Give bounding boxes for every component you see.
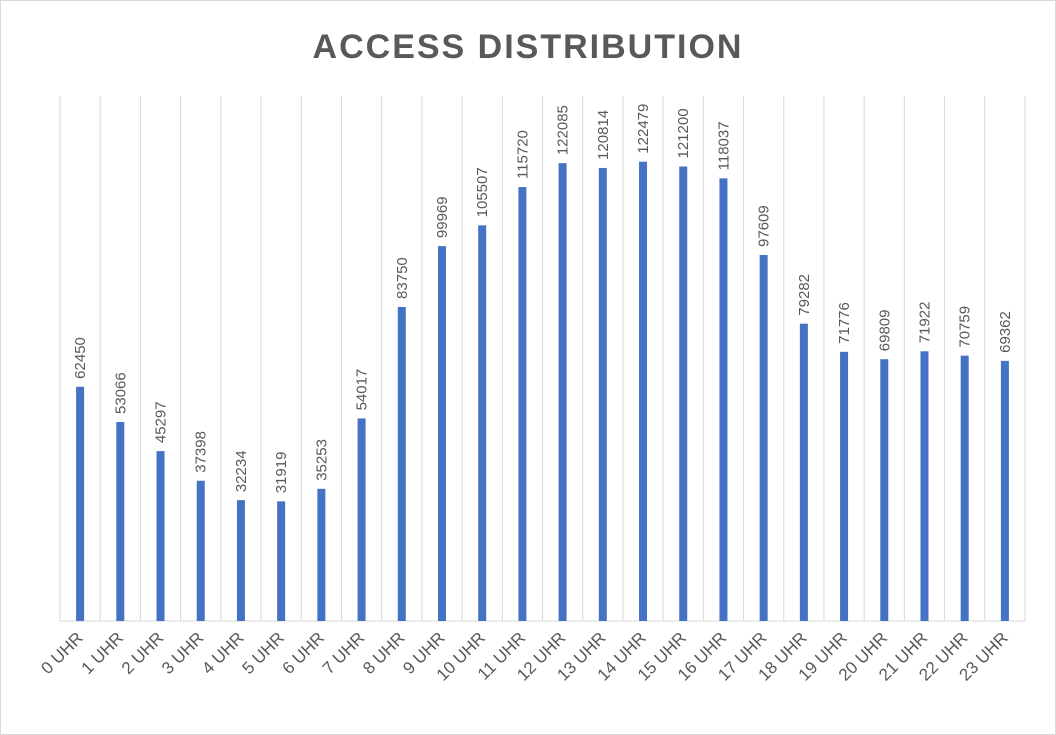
bar (196, 480, 205, 621)
bar (799, 323, 808, 621)
bar (317, 488, 326, 621)
bar (1000, 360, 1009, 621)
data-label: 69809 (876, 309, 893, 351)
data-label: 71922 (916, 302, 933, 344)
data-label: 53066 (112, 372, 129, 414)
bar (357, 418, 366, 621)
data-label: 122085 (555, 105, 572, 155)
data-label: 118037 (715, 121, 732, 170)
data-label: 122479 (635, 104, 652, 154)
data-label: 35253 (313, 439, 330, 481)
bar (277, 501, 286, 621)
bar (598, 167, 607, 621)
x-tick-label: 7 UHR (319, 628, 369, 678)
bar (719, 178, 728, 621)
data-label: 79282 (796, 274, 813, 316)
bar (840, 351, 849, 621)
data-label: 120814 (595, 110, 612, 160)
data-label: 70759 (957, 306, 974, 348)
x-tick-label: 3 UHR (158, 628, 208, 678)
data-label: 32234 (233, 450, 250, 492)
bar (639, 161, 648, 622)
bar (679, 166, 688, 621)
x-tick-label: 4 UHR (198, 628, 248, 678)
data-label: 37398 (193, 431, 210, 473)
data-label: 45297 (153, 401, 170, 443)
bar (759, 254, 768, 621)
x-tick-label: 6 UHR (279, 628, 329, 678)
bar (437, 246, 446, 621)
data-label: 99969 (434, 196, 451, 238)
data-label: 97609 (756, 205, 773, 247)
bar (478, 225, 487, 621)
chart-title: ACCESS DISTRIBUTION (312, 28, 744, 66)
data-label: 105507 (474, 167, 491, 217)
bar (156, 451, 165, 621)
bar (558, 163, 567, 621)
bar (397, 306, 406, 621)
bar (518, 187, 527, 622)
x-tick-label: 2 UHR (118, 628, 168, 678)
data-label: 115720 (514, 130, 531, 179)
data-label: 54017 (354, 369, 371, 411)
data-label: 121200 (675, 108, 692, 158)
data-label: 69362 (997, 311, 1014, 353)
bar (880, 359, 889, 621)
data-label: 71776 (836, 302, 853, 344)
bar (236, 500, 245, 621)
bar (76, 386, 85, 621)
bar (116, 422, 125, 621)
data-label: 83750 (394, 257, 411, 299)
bar (920, 351, 929, 621)
x-tick-label: 8 UHR (359, 628, 409, 678)
data-label: 31919 (273, 452, 290, 494)
data-label: 62450 (72, 337, 89, 379)
x-tick-label: 1 UHR (78, 628, 128, 678)
bar (960, 355, 969, 621)
x-tick-label: 0 UHR (37, 628, 87, 678)
x-tick-label: 5 UHR (238, 628, 288, 678)
